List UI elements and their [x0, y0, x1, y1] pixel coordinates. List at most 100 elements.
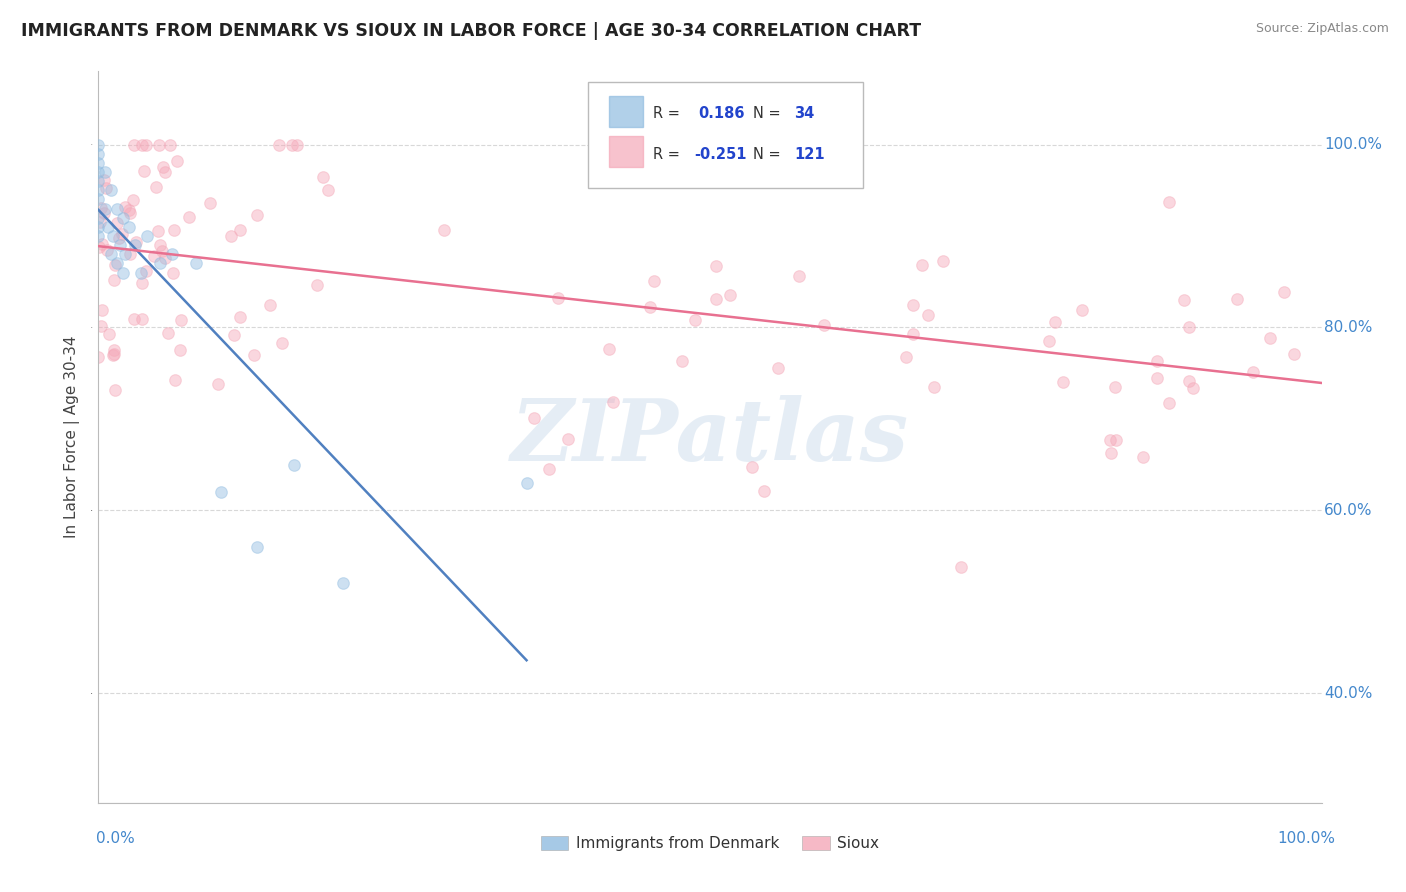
- Legend: Immigrants from Denmark, Sioux: Immigrants from Denmark, Sioux: [534, 830, 886, 857]
- Point: [111, 266, 134, 280]
- Point: [108, 231, 131, 245]
- Point: [122, 193, 145, 207]
- Text: 34: 34: [794, 106, 814, 121]
- Text: Source: ZipAtlas.com: Source: ZipAtlas.com: [1256, 22, 1389, 36]
- Point: [718, 288, 741, 302]
- Point: [283, 458, 305, 472]
- Point: [932, 254, 955, 268]
- Point: [149, 237, 172, 252]
- Point: [169, 313, 191, 327]
- Point: [1099, 434, 1122, 448]
- Point: [285, 137, 308, 152]
- Point: [114, 200, 136, 214]
- Point: [222, 328, 245, 343]
- Point: [110, 238, 132, 252]
- Point: [90, 236, 112, 251]
- Point: [1272, 285, 1295, 299]
- Point: [557, 432, 579, 446]
- Point: [246, 208, 269, 222]
- Point: [522, 411, 544, 425]
- Point: [813, 318, 835, 333]
- Point: [118, 246, 141, 260]
- Point: [1241, 365, 1264, 379]
- Point: [87, 193, 110, 207]
- Point: [643, 274, 665, 288]
- Text: 121: 121: [794, 146, 825, 161]
- Text: -0.251: -0.251: [695, 146, 747, 161]
- Point: [242, 348, 264, 362]
- Point: [1038, 334, 1060, 348]
- Point: [1178, 319, 1201, 334]
- Point: [152, 160, 174, 174]
- Point: [114, 247, 136, 261]
- Point: [87, 240, 110, 254]
- Point: [124, 238, 146, 252]
- Point: [103, 273, 125, 287]
- Point: [122, 137, 145, 152]
- Point: [93, 202, 115, 216]
- Point: [198, 196, 221, 211]
- Point: [93, 173, 115, 187]
- Point: [105, 217, 128, 231]
- Point: [316, 183, 339, 197]
- Point: [1177, 374, 1199, 388]
- Point: [787, 269, 810, 284]
- Point: [741, 459, 763, 474]
- Point: [598, 342, 620, 356]
- Point: [246, 540, 269, 554]
- Text: IMMIGRANTS FROM DENMARK VS SIOUX IN LABOR FORCE | AGE 30-34 CORRELATION CHART: IMMIGRANTS FROM DENMARK VS SIOUX IN LABO…: [21, 22, 921, 40]
- Point: [209, 485, 232, 500]
- Point: [901, 298, 924, 312]
- Point: [87, 219, 110, 234]
- Point: [143, 249, 166, 263]
- Point: [125, 235, 148, 249]
- Point: [515, 475, 537, 490]
- Text: 0.0%: 0.0%: [96, 831, 135, 846]
- Point: [433, 223, 456, 237]
- Point: [94, 180, 117, 194]
- Point: [155, 251, 177, 265]
- Point: [1099, 446, 1122, 460]
- Point: [131, 312, 153, 326]
- Point: [131, 276, 153, 290]
- Point: [270, 336, 292, 351]
- Point: [87, 155, 110, 169]
- Point: [87, 350, 110, 364]
- Point: [135, 137, 157, 152]
- Point: [98, 327, 121, 342]
- Point: [93, 165, 115, 179]
- Point: [1173, 293, 1195, 307]
- Point: [1282, 347, 1305, 361]
- Point: [1071, 303, 1094, 318]
- Point: [87, 211, 110, 225]
- Point: [537, 462, 560, 476]
- Point: [269, 137, 291, 152]
- Point: [911, 258, 934, 272]
- Point: [132, 164, 155, 178]
- Point: [87, 174, 110, 188]
- Point: [1146, 353, 1168, 368]
- Point: [671, 354, 693, 368]
- Point: [166, 153, 188, 168]
- Text: 100.0%: 100.0%: [1324, 137, 1382, 152]
- Text: 60.0%: 60.0%: [1324, 503, 1372, 517]
- Point: [111, 211, 134, 225]
- Point: [100, 183, 122, 197]
- FancyBboxPatch shape: [588, 82, 863, 188]
- Point: [1104, 380, 1126, 394]
- Point: [118, 206, 141, 220]
- Text: R =: R =: [652, 146, 685, 161]
- Point: [1258, 331, 1281, 345]
- Point: [1182, 381, 1205, 395]
- Point: [752, 484, 775, 499]
- Point: [87, 183, 110, 197]
- Point: [148, 224, 170, 238]
- Point: [162, 266, 184, 280]
- Point: [305, 278, 328, 293]
- Point: [638, 300, 661, 314]
- Point: [163, 374, 186, 388]
- Point: [922, 380, 945, 394]
- Point: [312, 170, 335, 185]
- Point: [949, 560, 972, 574]
- Point: [169, 343, 191, 357]
